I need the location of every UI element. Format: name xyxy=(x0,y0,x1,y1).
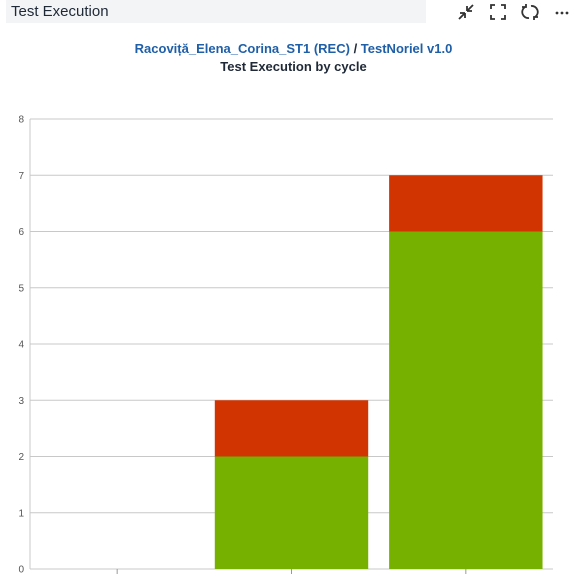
bar-segment xyxy=(214,400,369,457)
collapse-icon[interactable] xyxy=(455,2,477,22)
bar-segment xyxy=(214,456,369,569)
y-tick-label: 2 xyxy=(18,452,24,463)
bar-chart: 0 1 2 3 4 5 6 7 8 xyxy=(18,115,553,575)
refresh-icon[interactable] xyxy=(519,2,541,22)
project-link[interactable]: Racoviță_Elena_Corina_ST1 (REC) xyxy=(134,41,350,56)
breadcrumb: Racoviță_Elena_Corina_ST1 (REC) / TestNo… xyxy=(0,40,587,58)
y-tick-label: 7 xyxy=(18,171,24,182)
y-tick-label: 4 xyxy=(18,340,24,351)
bar-segment xyxy=(389,231,543,569)
breadcrumb-separator: / xyxy=(349,41,361,56)
y-tick-label: 6 xyxy=(18,227,24,238)
chart-header: Racoviță_Elena_Corina_ST1 (REC) / TestNo… xyxy=(0,40,587,76)
chart-title: Test Execution by cycle xyxy=(220,59,367,74)
y-tick-label: 8 xyxy=(18,115,24,126)
y-tick-label: 1 xyxy=(18,508,24,519)
y-tick-label: 0 xyxy=(18,565,24,575)
y-tick-label: 5 xyxy=(18,283,24,294)
y-tick-label: 3 xyxy=(18,396,24,407)
panel-title: Test Execution xyxy=(11,3,109,20)
panel-toolbar xyxy=(455,2,573,22)
fullscreen-icon[interactable] xyxy=(487,2,509,22)
more-icon[interactable] xyxy=(551,2,573,22)
version-link[interactable]: TestNoriel v1.0 xyxy=(360,41,453,56)
panel-header: Test Execution xyxy=(6,0,426,23)
bar-segment xyxy=(389,175,543,232)
